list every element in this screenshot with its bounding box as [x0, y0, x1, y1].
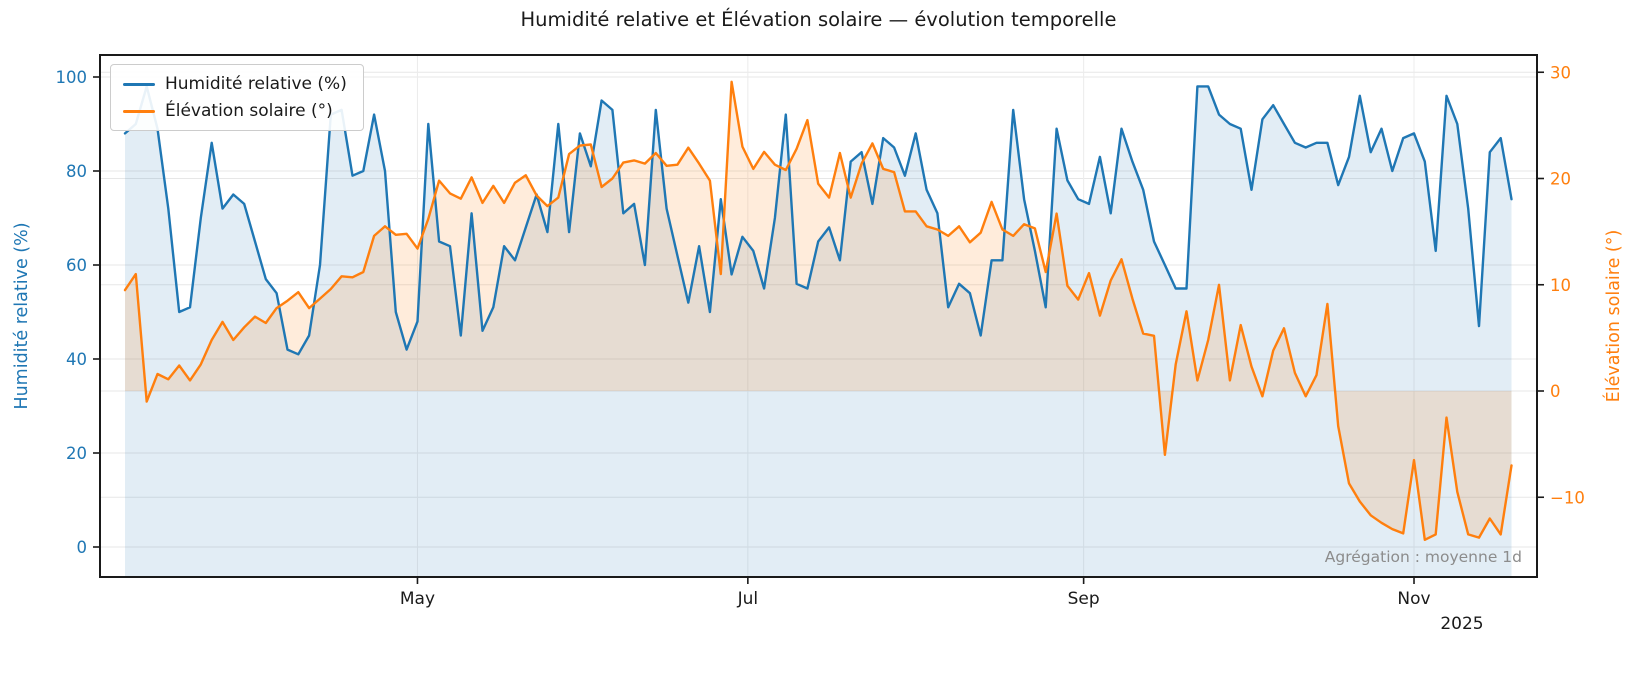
aggregation-annotation: Agrégation : moyenne 1d [1325, 548, 1522, 566]
right-tick-label: −10 [1550, 488, 1585, 507]
x-axis-year-label: 2025 [1440, 614, 1483, 634]
right-tick-label: 20 [1550, 170, 1571, 189]
humidity-line [123, 85, 1513, 356]
plot-border [99, 54, 1538, 578]
legend-line-swatch [123, 109, 155, 113]
legend-line-swatch [123, 82, 155, 86]
x-tick-label: Jul [737, 589, 759, 609]
legend-label: Élévation solaire (°) [165, 101, 333, 121]
left-tick-label: 20 [66, 444, 87, 463]
axis-ticks: 0 20 40 60 80 100 −10 0 10 20 30 May Jul Sep Nov [56, 63, 1585, 609]
left-tick-label: 100 [56, 68, 88, 87]
left-tick-label: 80 [66, 162, 87, 181]
chart-title: Humidité relative et Élévation solaire —… [520, 8, 1117, 31]
elevation-area [125, 81, 1512, 540]
left-axis-label: Humidité relative (%) [12, 222, 32, 409]
legend: Humidité relative (%) Élévation solaire (… [110, 64, 364, 131]
legend-item-0: Humidité relative (%) [123, 74, 347, 94]
legend-label: Humidité relative (%) [165, 74, 347, 94]
x-tick-label: Sep [1068, 589, 1100, 609]
legend-item-1: Élévation solaire (°) [123, 101, 347, 121]
left-tick-label: 40 [66, 350, 87, 369]
left-tick-label: 60 [66, 256, 87, 275]
right-tick-label: 0 [1550, 382, 1561, 401]
x-tick-label: May [400, 589, 435, 609]
right-tick-label: 30 [1550, 63, 1571, 82]
left-tick-label: 0 [77, 538, 88, 557]
right-axis-label: Élévation solaire (°) [1602, 230, 1624, 403]
right-tick-label: 10 [1550, 276, 1571, 295]
elevation-line [123, 80, 1513, 541]
x-tick-label: Nov [1397, 589, 1430, 609]
